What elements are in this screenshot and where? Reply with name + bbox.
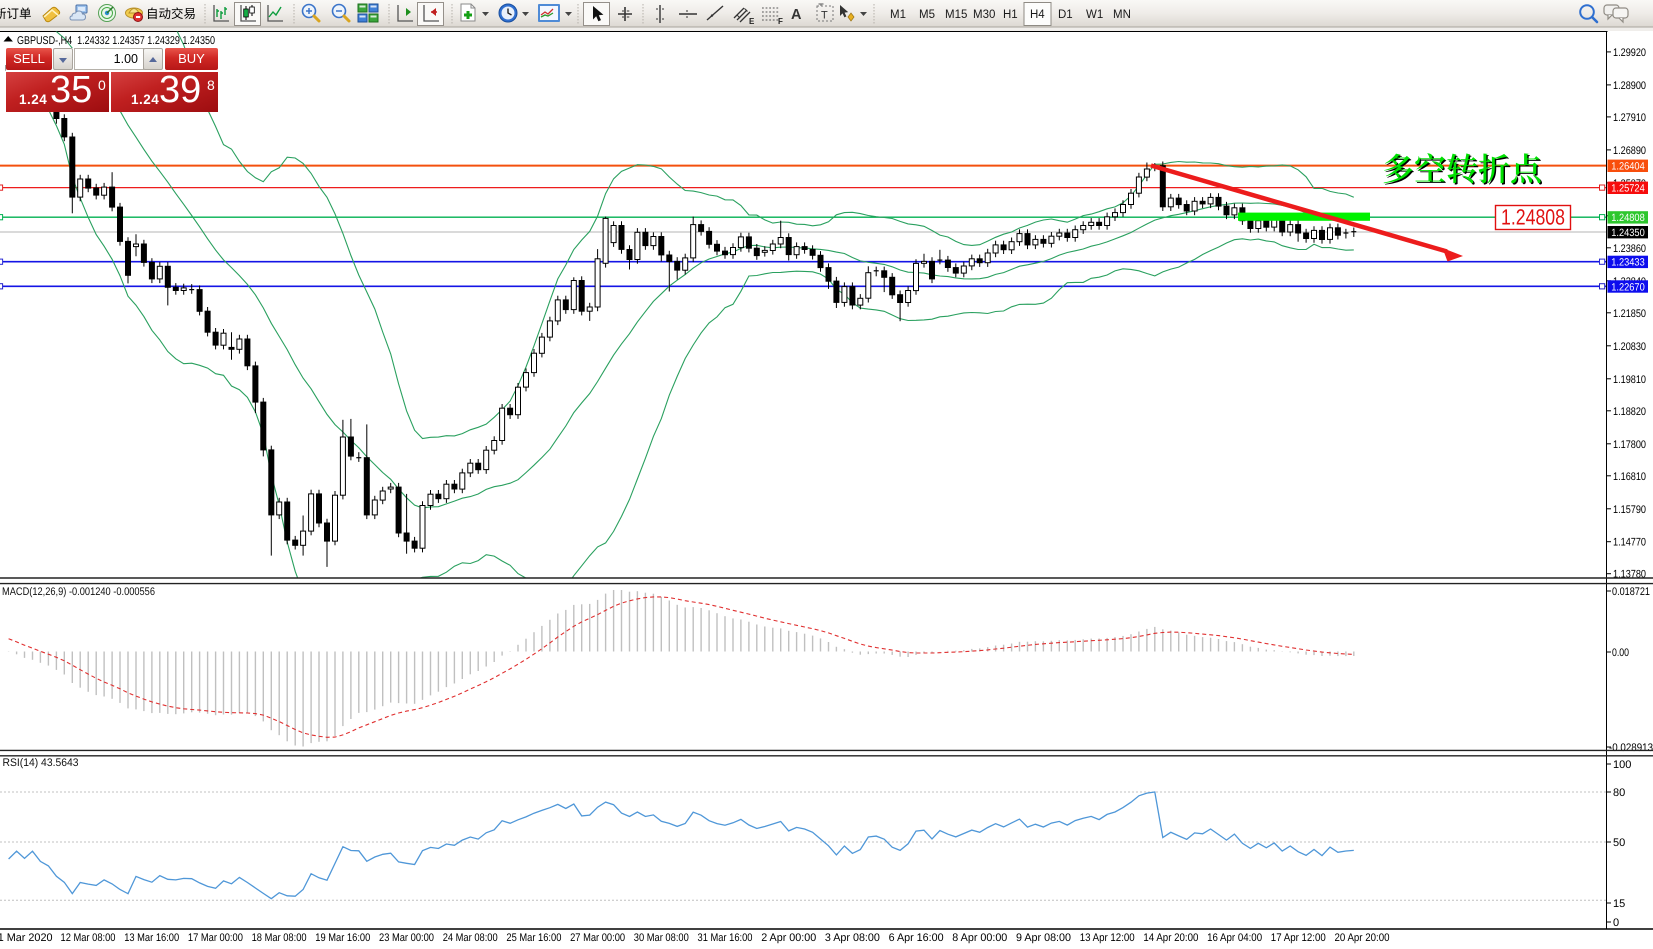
svg-text:12 Mar 08:00: 12 Mar 08:00: [61, 932, 116, 944]
svg-text:6 Apr 16:00: 6 Apr 16:00: [889, 932, 944, 944]
svg-text:GBPUSD-,H4 1.24332 1.24357 1.: GBPUSD-,H4 1.24332 1.24357 1.24329 1.243…: [17, 35, 215, 47]
svg-text:1.25724: 1.25724: [1611, 183, 1645, 195]
svg-text:24 Mar 08:00: 24 Mar 08:00: [443, 932, 498, 944]
svg-text:1.27910: 1.27910: [1613, 112, 1646, 124]
svg-text:50: 50: [1613, 837, 1625, 849]
svg-text:1.28900: 1.28900: [1613, 80, 1646, 92]
svg-text:M5: M5: [919, 9, 935, 21]
svg-text:-0.028913: -0.028913: [1609, 742, 1653, 754]
svg-text:23 Mar 00:00: 23 Mar 00:00: [379, 932, 434, 944]
svg-text:15: 15: [1613, 898, 1625, 910]
svg-text:0: 0: [1613, 917, 1619, 929]
svg-text:T: T: [821, 10, 828, 22]
svg-text:30 Mar 08:00: 30 Mar 08:00: [634, 932, 689, 944]
svg-text:1.17800: 1.17800: [1613, 439, 1646, 451]
svg-text:100: 100: [1613, 759, 1631, 771]
svg-text:D1: D1: [1058, 9, 1073, 21]
svg-text:1.15790: 1.15790: [1613, 504, 1646, 516]
svg-text:11 Mar 2020: 11 Mar 2020: [0, 932, 53, 944]
svg-text:20 Apr 20:00: 20 Apr 20:00: [1335, 932, 1390, 944]
svg-text:0.018721: 0.018721: [1612, 586, 1650, 598]
svg-text:1.21850: 1.21850: [1613, 308, 1646, 320]
svg-text:13 Mar 16:00: 13 Mar 16:00: [124, 932, 179, 944]
svg-text:1.16810: 1.16810: [1613, 471, 1646, 483]
svg-text:H1: H1: [1003, 9, 1018, 21]
svg-text:1.13780: 1.13780: [1613, 569, 1646, 581]
svg-text:1.26404: 1.26404: [1611, 161, 1645, 173]
svg-text:1.18820: 1.18820: [1613, 406, 1646, 418]
svg-text:3 Apr 08:00: 3 Apr 08:00: [825, 932, 880, 944]
svg-text:1.26890: 1.26890: [1613, 145, 1646, 157]
svg-text:E: E: [749, 17, 755, 26]
svg-text:31 Mar 16:00: 31 Mar 16:00: [698, 932, 753, 944]
svg-text:M1: M1: [890, 9, 906, 21]
svg-text:1.19810: 1.19810: [1613, 374, 1646, 386]
svg-text:H4: H4: [1030, 9, 1045, 21]
svg-text:0.00: 0.00: [1612, 647, 1629, 659]
svg-text:17 Mar 00:00: 17 Mar 00:00: [188, 932, 243, 944]
svg-text:1.24808: 1.24808: [1501, 205, 1565, 230]
svg-text:2 Apr 00:00: 2 Apr 00:00: [761, 932, 816, 944]
svg-text:18 Mar 08:00: 18 Mar 08:00: [252, 932, 307, 944]
svg-text:25 Mar 16:00: 25 Mar 16:00: [506, 932, 561, 944]
svg-text:A: A: [791, 7, 802, 23]
svg-text:M30: M30: [973, 9, 995, 21]
svg-text:F: F: [778, 17, 783, 26]
svg-text:17 Apr 12:00: 17 Apr 12:00: [1271, 932, 1326, 944]
svg-text:1.22670: 1.22670: [1611, 281, 1645, 293]
svg-text:19 Mar 16:00: 19 Mar 16:00: [315, 932, 370, 944]
svg-text:16 Apr 04:00: 16 Apr 04:00: [1207, 932, 1262, 944]
svg-text:MACD(12,26,9) -0.001240 -0.000: MACD(12,26,9) -0.001240 -0.000556: [2, 586, 155, 598]
svg-text:1.14770: 1.14770: [1613, 537, 1646, 549]
svg-text:13 Apr 12:00: 13 Apr 12:00: [1080, 932, 1135, 944]
svg-text:1.29920: 1.29920: [1613, 47, 1646, 59]
svg-text:M15: M15: [945, 9, 967, 21]
svg-text:14 Apr 20:00: 14 Apr 20:00: [1143, 932, 1198, 944]
svg-text:RSI(14) 43.5643: RSI(14) 43.5643: [3, 757, 79, 769]
svg-text:1.23433: 1.23433: [1611, 257, 1645, 269]
svg-text:27 Mar 00:00: 27 Mar 00:00: [570, 932, 625, 944]
svg-text:MN: MN: [1113, 9, 1131, 21]
svg-text:W1: W1: [1086, 9, 1103, 21]
svg-text:1.23860: 1.23860: [1613, 243, 1646, 255]
svg-text:1.24808: 1.24808: [1611, 212, 1645, 224]
svg-text:1.20830: 1.20830: [1613, 341, 1646, 353]
svg-text:80: 80: [1613, 787, 1625, 799]
svg-text:1.24350: 1.24350: [1611, 227, 1645, 239]
svg-text:8 Apr 00:00: 8 Apr 00:00: [952, 932, 1007, 944]
svg-text:9 Apr 08:00: 9 Apr 08:00: [1016, 932, 1071, 944]
